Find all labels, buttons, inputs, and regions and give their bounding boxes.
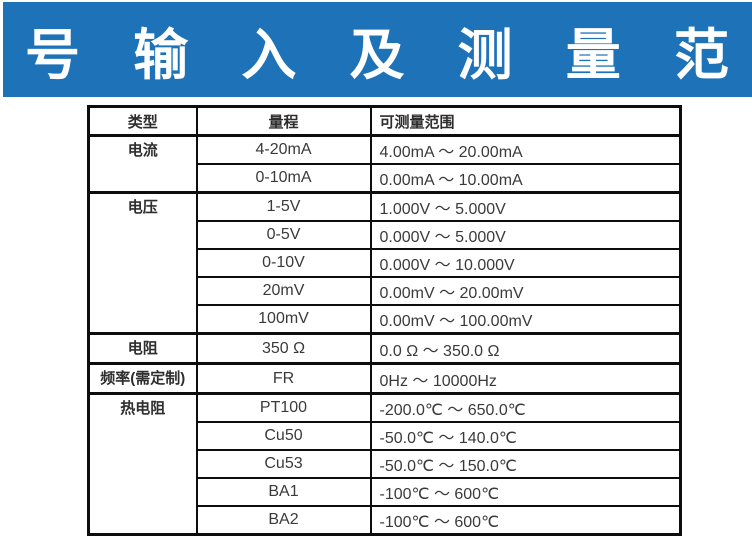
range-cell: BA1	[195, 477, 372, 507]
signal-range-table: 类型 量程 可测量范围 电流 4-20mA 4.00mA ～ 20.00mA 0…	[87, 105, 682, 536]
header-range: 量程	[195, 105, 372, 137]
table-row: 0-5V 0.000V ～ 5.000V	[89, 220, 682, 250]
range-cell: 0-10V	[195, 248, 372, 278]
table-row: Cu53 -50.0℃ ～ 150.0℃	[89, 449, 682, 479]
header-measure: 可测量范围	[369, 105, 682, 137]
range-cell: Cu50	[195, 421, 372, 451]
range-cell: PT100	[195, 392, 372, 423]
range-cell: 0-10mA	[195, 163, 372, 194]
table-row: BA2 -100℃ ～ 600℃	[89, 505, 682, 536]
range-cell: 20mV	[195, 276, 372, 306]
range-cell: 1-5V	[195, 191, 372, 222]
measure-cell: 0.00mV ～ 20.00mV	[369, 276, 682, 306]
type-cell-rtd: 热电阻	[87, 392, 198, 536]
table-row: Cu50 -50.0℃ ～ 140.0℃	[89, 421, 682, 451]
range-cell: FR	[195, 362, 372, 395]
type-cell-resistance: 电阻	[87, 332, 198, 365]
type-cell-voltage: 电压	[87, 191, 198, 335]
title-banner: 信 号 输 入 及 测 量 范 围	[0, 2, 752, 97]
measure-cell: -100℃ ～ 600℃	[369, 505, 682, 536]
range-cell: 0-5V	[195, 220, 372, 250]
measure-cell: -200.0℃ ～ 650.0℃	[369, 392, 682, 423]
type-cell-current: 电流	[87, 134, 198, 194]
measure-cell: 0Hz ～ 10000Hz	[369, 362, 682, 395]
range-cell: Cu53	[195, 449, 372, 479]
table-row: 热电阻 PT100 -200.0℃ ～ 650.0℃	[87, 392, 682, 536]
type-cell-frequency: 频率(需定制)	[87, 362, 198, 395]
table-row: 20mV 0.00mV ～ 20.00mV	[89, 276, 682, 306]
table-row: 0-10V 0.000V ～ 10.000V	[89, 248, 682, 278]
table-row: 频率(需定制) FR 0Hz ～ 10000Hz	[87, 362, 682, 395]
table-row: 电压 1-5V 1.000V ～ 5.000V	[87, 191, 682, 335]
table-row: 电阻 350 Ω 0.0 Ω ～ 350.0 Ω	[87, 332, 682, 365]
measure-cell: -50.0℃ ～ 140.0℃	[369, 421, 682, 451]
table-row: 电流 4-20mA 4.00mA ～ 20.00mA	[87, 134, 682, 194]
measure-cell: 0.000V ～ 5.000V	[369, 220, 682, 250]
measure-cell: -100℃ ～ 600℃	[369, 477, 682, 507]
table-row: 0-10mA 0.00mA ～ 10.00mA	[89, 163, 682, 194]
range-cell: 4-20mA	[195, 134, 372, 165]
range-cell: BA2	[195, 505, 372, 536]
measure-cell: 4.00mA ～ 20.00mA	[369, 134, 682, 165]
table-row: 100mV 0.00mV ～ 100.00mV	[89, 304, 682, 335]
measure-cell: 0.00mA ～ 10.00mA	[369, 163, 682, 194]
measure-cell: -50.0℃ ～ 150.0℃	[369, 449, 682, 479]
table-row: BA1 -100℃ ～ 600℃	[89, 477, 682, 507]
table-header-row: 类型 量程 可测量范围	[87, 105, 682, 137]
header-type: 类型	[87, 105, 198, 137]
page-title: 信 号 输 入 及 测 量 范 围	[0, 22, 752, 87]
measure-cell: 1.000V ～ 5.000V	[369, 191, 682, 222]
measure-cell: 0.0 Ω ～ 350.0 Ω	[369, 332, 682, 365]
measure-cell: 0.00mV ～ 100.00mV	[369, 304, 682, 335]
measure-cell: 0.000V ～ 10.000V	[369, 248, 682, 278]
range-cell: 350 Ω	[195, 332, 372, 365]
range-cell: 100mV	[195, 304, 372, 335]
